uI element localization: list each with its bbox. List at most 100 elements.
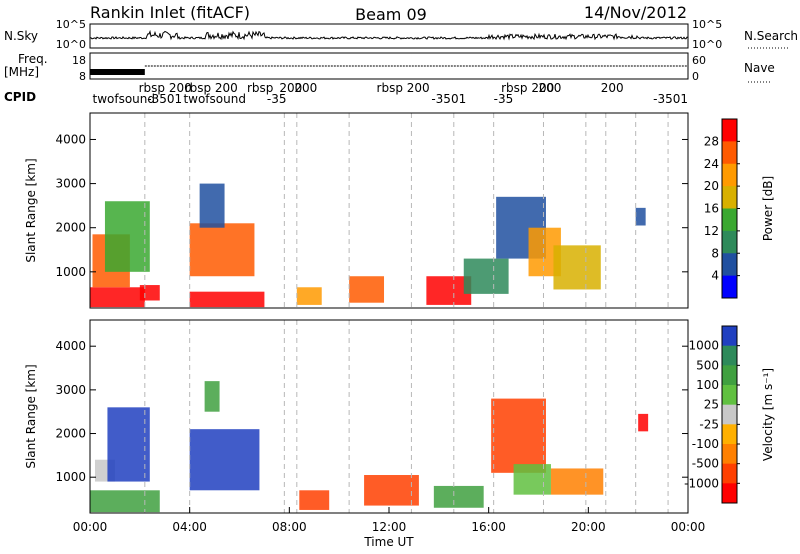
cpid-entry-6: rbsp bbox=[247, 81, 273, 95]
cpid-entry-9: rbsp 200 bbox=[377, 81, 430, 95]
velocity-xtick-1: 04:00 bbox=[172, 520, 207, 534]
power-colorbar-segment-6 bbox=[722, 253, 737, 277]
cpid-entry-8: 200 bbox=[294, 81, 317, 95]
velocity-colorbar-label: Velocity [m s⁻¹] bbox=[761, 368, 775, 461]
freq-band-early bbox=[90, 69, 145, 75]
power-ylabel: Slant Range [km] bbox=[24, 158, 38, 262]
velocity-xtick-4: 16:00 bbox=[471, 520, 506, 534]
power-colorbar-segment-7 bbox=[722, 275, 737, 299]
power-echo-region-7 bbox=[296, 287, 322, 305]
cpid-entry-11: rbsp 200 bbox=[501, 81, 554, 95]
freq-tick-low: 8 bbox=[79, 70, 86, 83]
power-echo-region-13 bbox=[553, 245, 601, 290]
power-echo-region-10 bbox=[463, 258, 509, 294]
velocity-colorbar-segment-7 bbox=[722, 463, 737, 484]
cpid-entry-0: twofsound bbox=[92, 92, 155, 106]
velocity-colorbar-segment-5 bbox=[722, 424, 737, 445]
velocity-echo-region-10 bbox=[550, 468, 604, 495]
power-colorbar-segment-5 bbox=[722, 230, 737, 254]
velocity-echo-region-5 bbox=[299, 490, 330, 510]
velocity-xtick-6: 00:00 bbox=[671, 520, 706, 534]
nsearch-label: N.Search bbox=[744, 29, 798, 43]
velocity-echo-region-4 bbox=[204, 381, 220, 412]
power-colorbar-segment-0 bbox=[722, 119, 737, 142]
cpid-entry-1: rbsp 200 bbox=[139, 81, 192, 95]
freq-tick-high: 18 bbox=[72, 54, 86, 67]
cpid-entry-12: -35 bbox=[494, 92, 514, 106]
freq-label-line1: Freq. bbox=[18, 52, 48, 66]
date-label: 14/Nov/2012 bbox=[584, 3, 687, 22]
nsky-tick-low: 10^0 bbox=[56, 38, 86, 51]
power-ytick-4000: 4000 bbox=[55, 132, 86, 146]
power-colorbar-tick-6: 4 bbox=[711, 269, 719, 283]
velocity-ylabel: Slant Range [km] bbox=[24, 364, 38, 468]
power-plot-frame bbox=[89, 112, 689, 309]
velocity-echo-region-11 bbox=[638, 413, 649, 432]
power-ytick-1000: 1000 bbox=[55, 265, 86, 279]
velocity-ytick-3000: 3000 bbox=[55, 383, 86, 397]
cpid-entry-15: -3501 bbox=[653, 92, 688, 106]
velocity-ytick-1000: 1000 bbox=[55, 470, 86, 484]
power-echo-region-3 bbox=[139, 285, 160, 301]
velocity-echo-region-2 bbox=[107, 407, 150, 482]
cpid-entry-3: rbsp 200 bbox=[185, 81, 238, 95]
power-colorbar-tick-4: 12 bbox=[704, 224, 719, 238]
power-echo-region-6 bbox=[199, 183, 225, 228]
cpid-entry-10: -3501 bbox=[431, 92, 466, 106]
nsky-strip-frame bbox=[89, 23, 689, 49]
cpid-label: CPID bbox=[4, 90, 36, 104]
velocity-colorbar-frame bbox=[721, 325, 738, 504]
cpid-entry-2: -3501 bbox=[147, 92, 182, 106]
velocity-colorbar-tick-3: 25 bbox=[704, 398, 719, 412]
velocity-colorbar-segment-2 bbox=[722, 365, 737, 386]
cpid-entry-4: twofsound bbox=[183, 92, 246, 106]
velocity-xtick-5: 20:00 bbox=[571, 520, 606, 534]
velocity-echo-region-3 bbox=[189, 429, 260, 491]
power-colorbar-tick-2: 20 bbox=[704, 179, 719, 193]
power-colorbar-segment-4 bbox=[722, 208, 737, 232]
cpid-entry-7: 200 bbox=[279, 81, 302, 95]
freq-label-line2: [MHz] bbox=[4, 65, 39, 79]
velocity-colorbar-tick-5: -100 bbox=[692, 437, 719, 451]
velocity-echo-region-9 bbox=[513, 464, 551, 495]
nsky-label: N.Sky bbox=[4, 29, 38, 43]
power-echo-region-2 bbox=[104, 201, 150, 272]
power-ytick-3000: 3000 bbox=[55, 177, 86, 191]
velocity-colorbar-tick-7: -1000 bbox=[684, 476, 719, 490]
velocity-colorbar-tick-1: 500 bbox=[696, 358, 719, 372]
power-colorbar-label: Power [dB] bbox=[761, 176, 775, 241]
velocity-colorbar-tick-0: 1000 bbox=[688, 339, 719, 353]
velocity-colorbar-segment-1 bbox=[722, 345, 737, 366]
velocity-echo-region-7 bbox=[433, 485, 484, 508]
nave-tick-low: 0 bbox=[692, 70, 699, 83]
velocity-xtick-3: 12:00 bbox=[372, 520, 407, 534]
power-echo-region-8 bbox=[349, 276, 385, 303]
power-colorbar-tick-1: 24 bbox=[704, 157, 719, 171]
power-ytick-2000: 2000 bbox=[55, 221, 86, 235]
nsky-trace bbox=[89, 29, 689, 41]
power-echo-region-5 bbox=[189, 223, 255, 277]
velocity-xtick-0: 00:00 bbox=[73, 520, 108, 534]
velocity-xtick-2: 08:00 bbox=[272, 520, 307, 534]
power-colorbar-tick-3: 16 bbox=[704, 202, 719, 216]
power-echo-region-14 bbox=[635, 207, 646, 226]
beam-label: Beam 09 bbox=[355, 5, 427, 24]
nsearch-tick-low: 10^0 bbox=[692, 38, 722, 51]
velocity-ytick-4000: 4000 bbox=[55, 339, 86, 353]
power-colorbar-segment-3 bbox=[722, 186, 737, 209]
station-title: Rankin Inlet (fitACF) bbox=[90, 3, 250, 22]
velocity-echo-region-8 bbox=[491, 398, 546, 473]
velocity-xlabel: Time UT bbox=[363, 535, 414, 549]
velocity-colorbar-segment-0 bbox=[722, 326, 737, 347]
power-colorbar-segment-2 bbox=[722, 163, 737, 187]
cpid-entry-5: -35 bbox=[267, 92, 287, 106]
cpid-entry-13: 200 bbox=[539, 81, 562, 95]
nsearch-tick-high: 10^5 bbox=[692, 18, 722, 31]
velocity-colorbar-segment-4 bbox=[722, 404, 737, 425]
nave-tick-high: 60 bbox=[692, 54, 706, 67]
velocity-echo-region-0 bbox=[90, 490, 160, 513]
power-echo-region-0 bbox=[90, 287, 145, 308]
velocity-colorbar-segment-6 bbox=[722, 444, 737, 465]
velocity-echo-region-6 bbox=[364, 475, 419, 506]
